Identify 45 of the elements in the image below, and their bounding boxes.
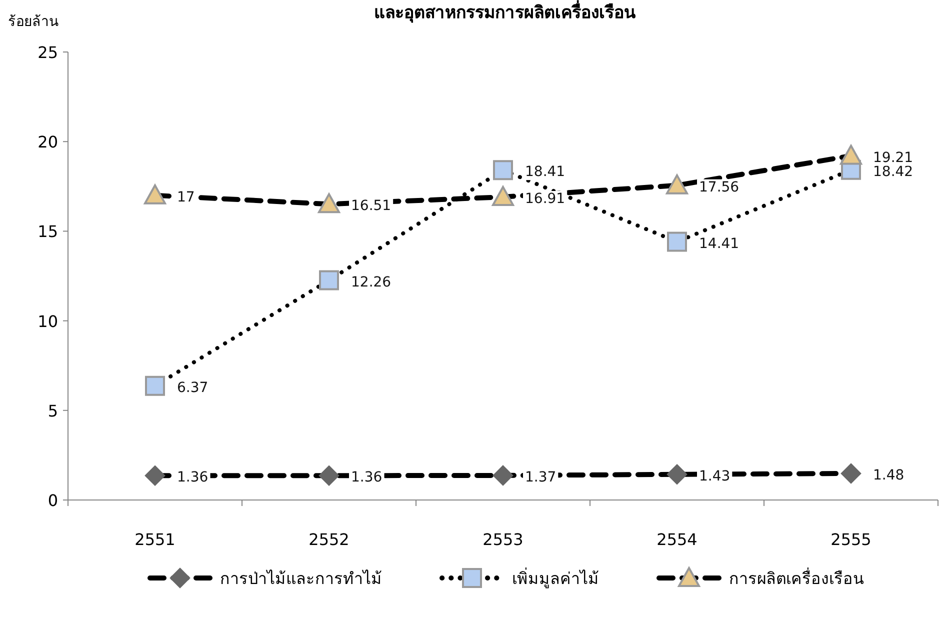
legend-label: เพิ่มมูลค่าไม้: [512, 567, 599, 589]
point: [145, 466, 165, 486]
y-tick-label: 25: [38, 43, 58, 62]
x-tick-label: 2552: [308, 530, 350, 549]
data-label: 1.37: [525, 469, 556, 486]
y-tick-label: 15: [38, 222, 58, 242]
x-tick-label: 2551: [134, 530, 176, 549]
data-label: 16.51: [351, 198, 392, 214]
y-tick-label: 10: [38, 312, 58, 331]
x-tick-label: 2553: [482, 530, 524, 549]
data-label: 12.26: [351, 274, 392, 290]
legend-label: การผลิตเครื่องเรือน: [729, 567, 864, 588]
data-label: 17: [177, 189, 195, 206]
y-tick-label: 20: [38, 132, 58, 152]
point: [840, 144, 862, 165]
point: [144, 184, 166, 204]
point: [492, 186, 514, 206]
data-label: 19.21: [873, 150, 914, 166]
point: [318, 193, 340, 214]
data-label: 1.36: [351, 470, 382, 486]
data-label: 1.36: [177, 470, 208, 486]
y-tick-label: 0: [48, 491, 58, 510]
data-label: 14.41: [699, 236, 740, 252]
point: [493, 160, 513, 180]
data-label: 18.41: [525, 164, 566, 180]
data-label: 18.42: [873, 164, 914, 180]
data-label: 16.91: [525, 190, 566, 207]
data-label: 17.56: [699, 179, 740, 196]
point: [841, 463, 861, 484]
x-tick-label: 2554: [656, 530, 698, 549]
point: [667, 232, 687, 252]
point: [319, 466, 339, 486]
point: [493, 465, 513, 486]
point: [319, 270, 339, 290]
x-tick-label: 2555: [830, 530, 872, 549]
point: [667, 464, 687, 484]
data-label: 6.37: [177, 380, 208, 396]
data-label: 1.43: [699, 468, 730, 484]
y-axis-title: ร้อยล้าน: [8, 14, 59, 30]
point: [145, 376, 165, 396]
chart-title: และอุตสาหกรรมการผลิตเครื่องเรือน: [374, 0, 636, 23]
y-tick-label: 5: [48, 401, 58, 420]
data-label: 1.48: [873, 467, 904, 484]
legend-label: การป่าไม้และการทำไม้: [220, 569, 382, 588]
point: [666, 174, 688, 194]
